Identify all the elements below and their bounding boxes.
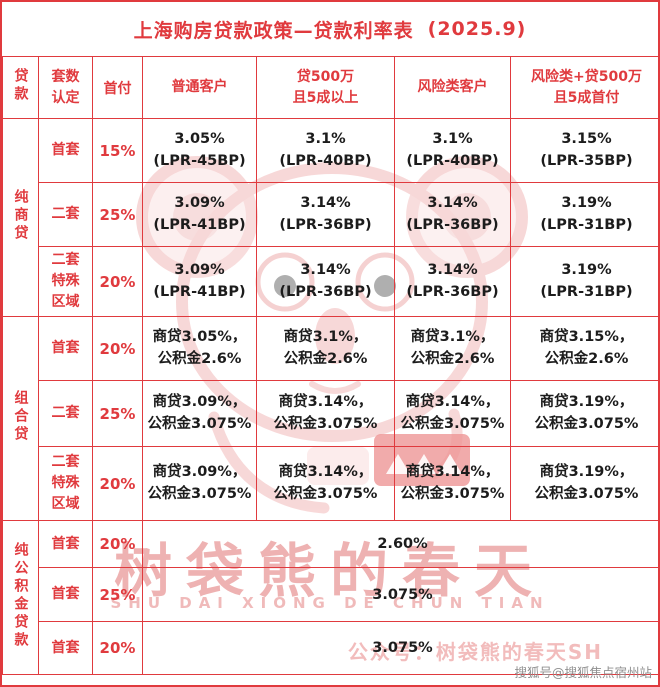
source-footer: 搜狐号@搜狐焦点宿州站 (514, 665, 652, 680)
rate-cell: 商贷3.1%， 公积金2.6% (256, 316, 395, 381)
housing-type-cell: 首套 (38, 118, 93, 183)
housing-type-cell: 二套 特殊 区域 (38, 446, 93, 521)
rate-cell: 3.14% (LPR-36BP) (394, 246, 511, 317)
housing-type-cell: 首套 (38, 567, 93, 622)
col-header-risk: 风险类客户 (394, 56, 511, 119)
down-payment-cell: 15% (92, 118, 143, 183)
page-title-text: 上海购房贷款政策—贷款利率表 (133, 19, 414, 42)
rate-cell: 商贷3.09%， 公积金3.075% (142, 446, 257, 521)
housing-type-cell: 二套 (38, 182, 93, 247)
down-payment-cell: 20% (92, 621, 143, 675)
housing-type-cell: 首套 (38, 520, 93, 568)
table-row: 首套 20% 3.075% (3, 621, 658, 675)
down-payment-cell: 20% (92, 316, 143, 381)
table-row: 二套 特殊 区域 20% 商贷3.09%， 公积金3.075% 商贷3.14%，公… (3, 446, 658, 521)
rate-cell: 3.14% (LPR-36BP) (256, 246, 395, 317)
down-payment-cell: 25% (92, 567, 143, 622)
rate-cell: 商贷3.14%， 公积金3.075% (256, 446, 395, 521)
rate-cell: 3.19% (LPR-31BP) (510, 246, 658, 317)
loan-group-label: 纯商贷 (2, 118, 39, 317)
rates-table: 贷款 套数 认定 首付 普通客户 贷500万 且5成以上 风险类客户 风险类+贷… (2, 56, 658, 675)
merged-rate-cell: 3.075% (142, 567, 658, 622)
rate-cell: 3.14% (LPR-36BP) (256, 182, 395, 247)
rate-cell: 3.14% (LPR-36BP) (394, 182, 511, 247)
rate-cell: 商贷3.19%， 公积金3.075% (510, 446, 658, 521)
down-payment-cell: 20% (92, 246, 143, 317)
rate-cell: 商贷3.14%， 公积金3.075% (394, 380, 511, 447)
rate-cell: 3.1% (LPR-40BP) (256, 118, 395, 183)
page-title: 上海购房贷款政策—贷款利率表 (2025.9) (2, 2, 658, 56)
table-row: 纯商贷 首套 15% 3.05% (LPR-45BP) 3.1% (LPR-40BP… (2, 118, 658, 317)
down-payment-cell: 25% (92, 380, 143, 447)
merged-rate-cell: 3.075% (142, 621, 658, 675)
rate-cell: 3.15% (LPR-35BP) (510, 118, 658, 183)
rate-cell: 商贷3.15%， 公积金2.6% (510, 316, 658, 381)
rate-cell: 3.09% (LPR-41BP) (142, 182, 257, 247)
loan-group-label: 组合贷 (2, 316, 39, 521)
table-header-row: 贷款 套数 认定 首付 普通客户 贷500万 且5成以上 风险类客户 风险类+贷… (2, 56, 658, 119)
col-header-risk-5m: 风险类+贷500万 且5成首付 (510, 56, 658, 119)
down-payment-cell: 20% (92, 520, 143, 568)
merged-rate-cell: 2.60% (142, 520, 658, 568)
table-row: 二套 25% 商贷3.09%， 公积金3.075% 商贷3.14%， 公积金3.07… (3, 380, 658, 447)
table-row: 纯公积金贷款 首套 20% 2.60% (2, 520, 658, 675)
housing-type-cell: 二套 特殊 区域 (38, 246, 93, 317)
down-payment-cell: 25% (92, 182, 143, 247)
down-payment-cell: 20% (92, 446, 143, 521)
rate-cell: 商贷3.05%， 公积金2.6% (142, 316, 257, 381)
housing-type-cell: 二套 (38, 380, 93, 447)
housing-type-cell: 首套 (38, 621, 93, 675)
rate-cell: 商贷3.14%， 公积金3.075% (256, 380, 395, 447)
rate-cell: 3.1% (LPR-40BP) (394, 118, 511, 183)
table-row: 二套 特殊 区域 20% 3.09% (LPR-41BP) 3.14% (LPR-3… (3, 246, 658, 317)
table-row: 组合贷 首套 20% 商贷3.05%， 公积金2.6% 商贷3.1%， 公积金2.6… (2, 316, 658, 521)
col-header-ordinary: 普通客户 (142, 56, 257, 119)
table-row: 二套 25% 3.09% (LPR-41BP) 3.14% (LPR-36BP) 3… (3, 182, 658, 247)
col-header-loan: 贷款 (2, 56, 39, 119)
rate-cell: 商贷3.09%， 公积金3.075% (142, 380, 257, 447)
rate-cell: 商贷3.19%， 公积金3.075% (510, 380, 658, 447)
col-header-set-type: 套数 认定 (38, 56, 93, 119)
housing-type-cell: 首套 (38, 316, 93, 381)
rate-cell: 商贷3.1%， 公积金2.6% (394, 316, 511, 381)
rate-cell: 3.09% (LPR-41BP) (142, 246, 257, 317)
rate-cell: 3.05% (LPR-45BP) (142, 118, 257, 183)
rate-cell: 商贷3.14%， 公积金3.075% (394, 446, 511, 521)
loan-group-label: 纯公积金贷款 (2, 520, 39, 675)
col-header-down-payment: 首付 (92, 56, 143, 119)
page-title-date: (2025.9) (427, 18, 527, 40)
rate-cell: 3.19% (LPR-31BP) (510, 182, 658, 247)
table-row: 首套 25% 3.075% (3, 567, 658, 622)
col-header-5m-loan: 贷500万 且5成以上 (256, 56, 395, 119)
